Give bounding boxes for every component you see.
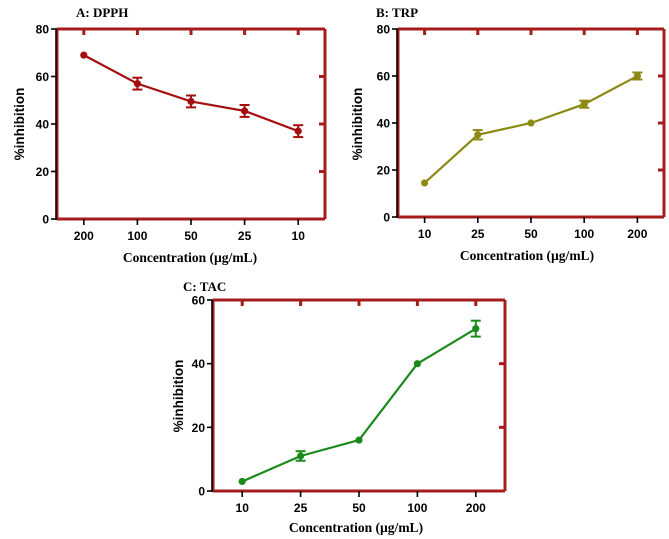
data-point	[80, 51, 88, 59]
x-tick-label: 200	[627, 227, 647, 241]
data-point	[187, 97, 195, 106]
x-axis-label: Concentration (µg/mL)	[123, 250, 257, 265]
chart-panel-tac: C: TAC 0 20 40 60 10 25 50 100 200 Concentration (…	[171, 279, 507, 535]
y-tick-label: 40	[192, 357, 206, 371]
chart-title: C: TAC	[183, 279, 226, 294]
y-tick-label: 40	[377, 117, 391, 131]
y-tick-label: 60	[377, 70, 391, 84]
x-tick-label: 25	[471, 227, 485, 241]
x-tick-label: 100	[574, 227, 594, 241]
series-line	[423, 75, 638, 184]
series-line	[83, 54, 299, 133]
x-tick-label: 10	[418, 227, 432, 241]
data-point	[133, 80, 141, 88]
data-point	[238, 477, 246, 486]
y-tick-label: 80	[377, 23, 391, 37]
y-tick-label: 60	[36, 70, 50, 84]
y-axis-label: %inhibition	[12, 88, 27, 161]
y-tick-label: 60	[192, 294, 206, 308]
x-tick-label: 50	[524, 227, 538, 241]
data-point	[297, 452, 305, 460]
chart-title: A: DPPH	[76, 5, 128, 20]
y-tick-label: 20	[377, 164, 391, 178]
series-line	[241, 327, 477, 483]
x-tick-label: 25	[238, 229, 252, 243]
y-tick-label: 80	[36, 23, 50, 37]
x-tick-label: 50	[352, 501, 366, 515]
data-point	[474, 131, 482, 139]
chart-panel-trp: B: TRP 0 20 40 60 80 10 25 50 100 200 Concentration…	[350, 5, 666, 263]
y-tick-label: 0	[198, 485, 205, 499]
y-tick-label: 0	[383, 211, 390, 225]
x-tick-label: 200	[466, 501, 486, 515]
y-axis-label: %inhibition	[171, 360, 186, 433]
y-tick-label: 0	[42, 213, 49, 227]
x-tick-label: 25	[294, 501, 308, 515]
chart-title: B: TRP	[376, 5, 418, 20]
x-axis-label: Concentration (µg/mL)	[289, 520, 423, 535]
x-tick-label: 100	[127, 229, 147, 243]
data-point	[472, 325, 480, 333]
x-tick-label: 200	[74, 229, 94, 243]
data-point	[355, 436, 363, 444]
x-tick-label: 100	[407, 501, 427, 515]
y-tick-label: 20	[192, 421, 206, 435]
x-tick-label: 10	[292, 229, 306, 243]
y-tick-label: 40	[36, 118, 50, 132]
data-point	[294, 127, 302, 135]
x-tick-label: 10	[236, 501, 250, 515]
x-axis-label: Concentration (µg/mL)	[460, 248, 594, 263]
data-point	[413, 360, 421, 368]
data-point	[580, 100, 588, 108]
data-point	[421, 179, 429, 187]
x-tick-label: 50	[184, 229, 198, 243]
y-axis-label: %inhibition	[350, 88, 365, 161]
y-tick-label: 20	[36, 165, 50, 179]
data-point	[241, 107, 249, 115]
chart-panel-dpph: A: DPPH 0 20 40 60 80 200 100 50 25 10 Concentratio…	[12, 5, 327, 265]
data-point	[633, 72, 642, 80]
data-point	[527, 119, 535, 127]
